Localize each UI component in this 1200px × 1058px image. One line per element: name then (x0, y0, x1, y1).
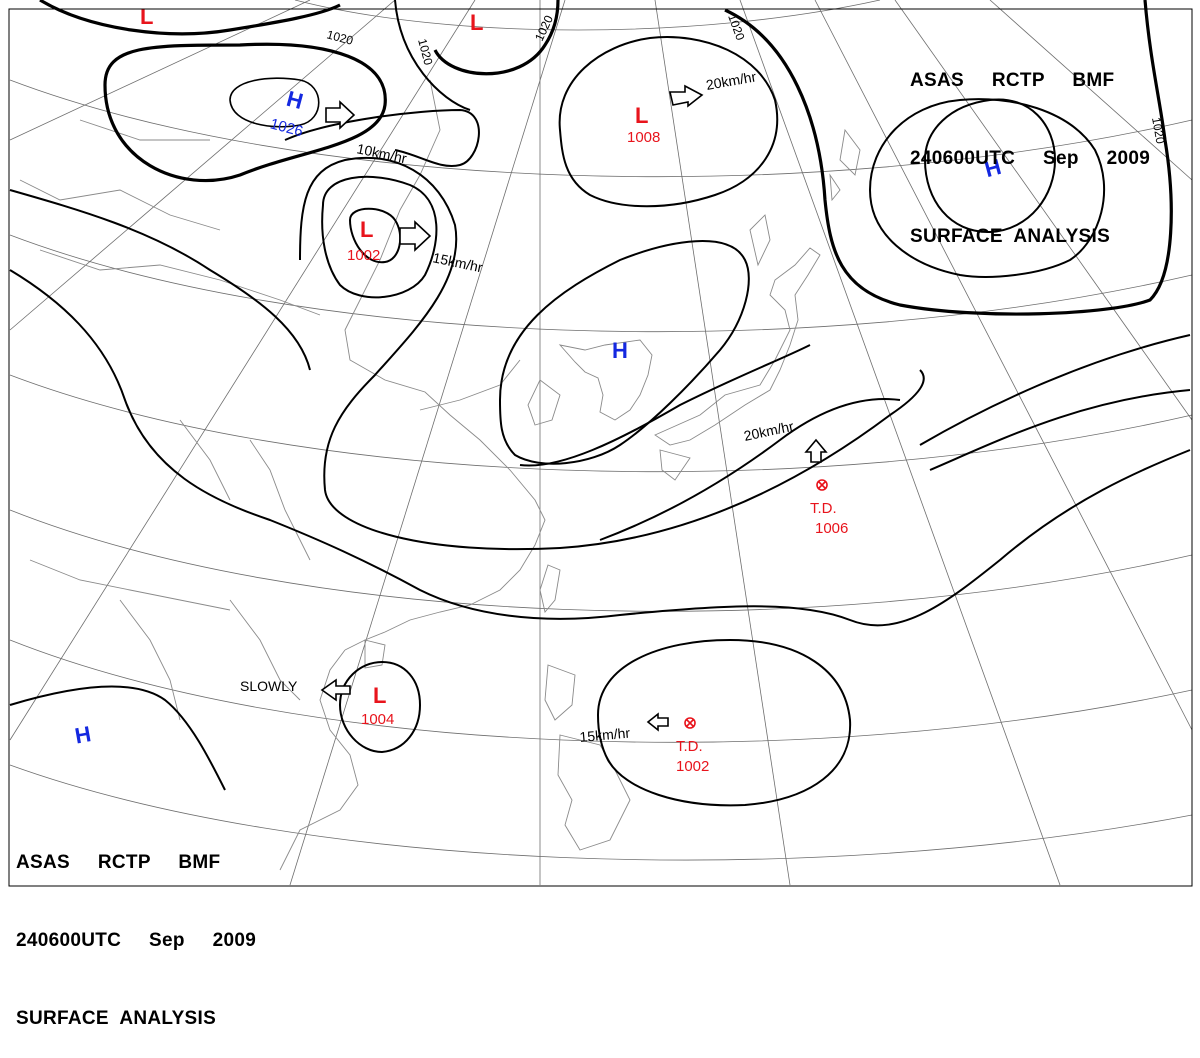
isobar-east-1 (929, 389, 1191, 471)
isobar-label: 1020 (415, 37, 436, 67)
title-line-2: 240600UTC Sep 2009 (910, 148, 1151, 169)
isobar-1020-top-left (39, 0, 341, 36)
surface-analysis-map: 1020 1020 1020 1020 1020 10km/hr 15km/hr… (8, 0, 1193, 887)
td-value: 1006 (815, 520, 848, 537)
isobar-east-2 (919, 334, 1191, 446)
td-label: T.D. (676, 738, 703, 755)
isobar-td-1002 (596, 638, 852, 807)
isobar-1020-top-mid (433, 0, 560, 76)
title-line-2: 240600UTC Sep 2009 (16, 930, 257, 951)
isobar-low-1008 (558, 36, 779, 208)
high-center-symbol: H (73, 721, 93, 748)
title-line-3: SURFACE ANALYSIS (16, 1008, 217, 1029)
isobar-ne-high-inner (923, 98, 1057, 234)
isobar-low-1002-inner (348, 207, 402, 264)
isobar-ne-high-middle (868, 98, 1106, 278)
isobar-southwest (9, 685, 226, 791)
high-center-symbol: H (284, 86, 306, 114)
isobars (9, 0, 1191, 807)
tropical-depression-icon (816, 479, 828, 491)
title-block-top: ASAS RCTP BMF 240600UTC Sep 2009 SURFACE… (910, 16, 1150, 276)
title-line-3: SURFACE ANALYSIS (910, 226, 1111, 247)
movement-arrow-icon (325, 100, 356, 130)
low-center-symbol: L (470, 10, 483, 35)
low-center-value: 1008 (627, 129, 660, 146)
td-value: 1002 (676, 758, 709, 775)
isobar-high-1026 (229, 77, 320, 128)
high-center-symbol: H (612, 338, 628, 363)
graticule (9, 0, 1193, 886)
isobar-1020-northeast (724, 0, 1173, 316)
isobar-west-long (9, 269, 1191, 627)
movement-arrow-icon (804, 438, 828, 463)
movement-speed: 15km/hr (579, 725, 631, 745)
low-center-value: 1004 (361, 711, 394, 728)
isobar-low-1004 (338, 660, 422, 754)
isobar-low-1002-middle (321, 175, 438, 299)
coastlines (19, 79, 861, 871)
movement-arrow-icon (646, 712, 669, 732)
low-center-symbol: L (635, 103, 648, 128)
movement-arrow-icon (668, 84, 704, 108)
movement-arrow-icon (320, 678, 351, 702)
movement-arrows (320, 84, 828, 732)
isobar-high-korea (498, 240, 750, 465)
isobar-left-south (9, 189, 311, 371)
movement-arrow-icon (399, 220, 432, 252)
high-center-symbol: H (982, 154, 1004, 182)
isobar-japan (599, 398, 901, 541)
title-block-bottom: ASAS RCTP BMF 240600UTC Sep 2009 SURFACE… (16, 798, 256, 1058)
title-line-1: ASAS RCTP BMF (16, 852, 221, 873)
movement-speed: SLOWLY (240, 678, 298, 694)
isobar-label: 1020 (1149, 116, 1167, 145)
isobar-label: 1020 (325, 27, 355, 48)
isobar-1020-northwest (103, 42, 387, 183)
low-center-symbol: L (360, 217, 373, 242)
map-frame (8, 8, 1193, 887)
title-line-1: ASAS RCTP BMF (910, 70, 1115, 91)
isobar-japan-arc (519, 344, 811, 467)
isobar-north-link (284, 108, 480, 167)
tropical-depressions: T.D. 1006 T.D. 1002 (676, 479, 848, 775)
low-center-symbol: L (140, 4, 153, 29)
low-center-symbol: L (373, 683, 386, 708)
tropical-depression-icon (684, 717, 696, 729)
isobar-low-1002-outer (299, 156, 925, 551)
td-label: T.D. (810, 500, 837, 517)
pressure-centers: L L H 1026 L 1008 L 1002 H H L 1004 H (73, 4, 1004, 749)
isobar-top-link (394, 0, 471, 111)
low-center-value: 1002 (347, 247, 380, 264)
